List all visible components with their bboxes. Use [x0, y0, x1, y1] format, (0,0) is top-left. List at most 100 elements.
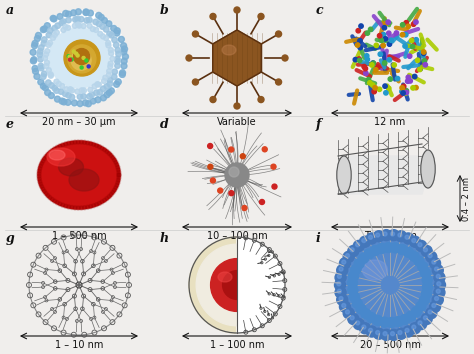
Circle shape — [71, 10, 76, 16]
Circle shape — [38, 166, 42, 171]
Ellipse shape — [49, 150, 65, 160]
Circle shape — [44, 64, 49, 69]
Circle shape — [335, 280, 346, 291]
Circle shape — [411, 22, 416, 26]
Circle shape — [98, 145, 101, 149]
Polygon shape — [213, 30, 261, 86]
Circle shape — [108, 64, 113, 69]
Circle shape — [363, 67, 368, 71]
Circle shape — [46, 152, 50, 156]
Circle shape — [117, 178, 120, 182]
Circle shape — [97, 90, 103, 95]
Circle shape — [414, 85, 418, 90]
Circle shape — [259, 200, 264, 205]
Circle shape — [275, 31, 282, 37]
Circle shape — [376, 331, 380, 335]
Circle shape — [358, 45, 363, 50]
Circle shape — [33, 68, 38, 74]
Circle shape — [41, 159, 45, 163]
Circle shape — [101, 79, 106, 84]
Circle shape — [186, 55, 192, 61]
Circle shape — [111, 190, 115, 194]
Circle shape — [100, 146, 104, 150]
Circle shape — [71, 50, 91, 70]
Circle shape — [41, 71, 47, 76]
Circle shape — [387, 86, 391, 91]
Circle shape — [96, 21, 102, 27]
Circle shape — [435, 267, 438, 271]
Circle shape — [63, 10, 69, 16]
Circle shape — [421, 50, 426, 54]
Circle shape — [411, 307, 421, 316]
Circle shape — [435, 280, 446, 291]
Ellipse shape — [363, 260, 388, 280]
Circle shape — [422, 275, 432, 285]
Circle shape — [365, 31, 370, 35]
Circle shape — [32, 42, 37, 48]
Circle shape — [90, 27, 95, 32]
Circle shape — [56, 81, 61, 86]
Circle shape — [103, 75, 108, 80]
Text: Tens of μm: Tens of μm — [364, 231, 417, 241]
Circle shape — [364, 71, 368, 75]
Circle shape — [96, 82, 101, 87]
Circle shape — [387, 31, 391, 35]
Circle shape — [229, 167, 239, 177]
Circle shape — [397, 245, 407, 255]
Circle shape — [64, 204, 68, 208]
Circle shape — [38, 164, 43, 168]
Circle shape — [68, 87, 73, 92]
Circle shape — [381, 33, 385, 37]
Circle shape — [358, 39, 362, 43]
Circle shape — [70, 205, 74, 210]
Circle shape — [81, 23, 86, 29]
Circle shape — [368, 235, 373, 239]
Circle shape — [429, 301, 440, 312]
Circle shape — [44, 192, 48, 195]
Circle shape — [119, 70, 126, 76]
Circle shape — [32, 40, 38, 46]
Circle shape — [432, 260, 436, 264]
Circle shape — [37, 48, 43, 54]
Circle shape — [379, 38, 383, 42]
Circle shape — [421, 51, 426, 56]
Circle shape — [89, 142, 93, 145]
Circle shape — [117, 173, 121, 177]
Circle shape — [100, 86, 106, 92]
Circle shape — [418, 321, 422, 325]
Circle shape — [67, 55, 70, 58]
Circle shape — [77, 101, 83, 107]
Circle shape — [362, 64, 366, 69]
Circle shape — [31, 10, 127, 106]
Circle shape — [42, 189, 46, 193]
Circle shape — [403, 44, 407, 48]
Circle shape — [423, 316, 428, 320]
Circle shape — [388, 77, 392, 81]
Text: b: b — [160, 4, 169, 17]
Circle shape — [391, 232, 394, 236]
Circle shape — [105, 196, 109, 201]
Circle shape — [45, 90, 51, 96]
Circle shape — [50, 198, 54, 201]
Circle shape — [70, 88, 74, 93]
Circle shape — [370, 246, 380, 256]
Circle shape — [116, 51, 121, 57]
Circle shape — [374, 328, 384, 339]
Circle shape — [82, 88, 86, 93]
Circle shape — [44, 23, 50, 29]
Circle shape — [77, 94, 83, 99]
Circle shape — [335, 272, 346, 283]
Circle shape — [337, 289, 341, 293]
Circle shape — [343, 251, 354, 262]
Circle shape — [208, 143, 213, 149]
Wedge shape — [237, 237, 285, 333]
Circle shape — [45, 60, 49, 65]
Circle shape — [82, 100, 88, 106]
Circle shape — [356, 29, 360, 33]
Circle shape — [121, 63, 127, 69]
Circle shape — [366, 326, 377, 337]
Circle shape — [359, 236, 371, 247]
Circle shape — [94, 27, 99, 33]
Circle shape — [401, 91, 405, 95]
Circle shape — [114, 28, 120, 34]
